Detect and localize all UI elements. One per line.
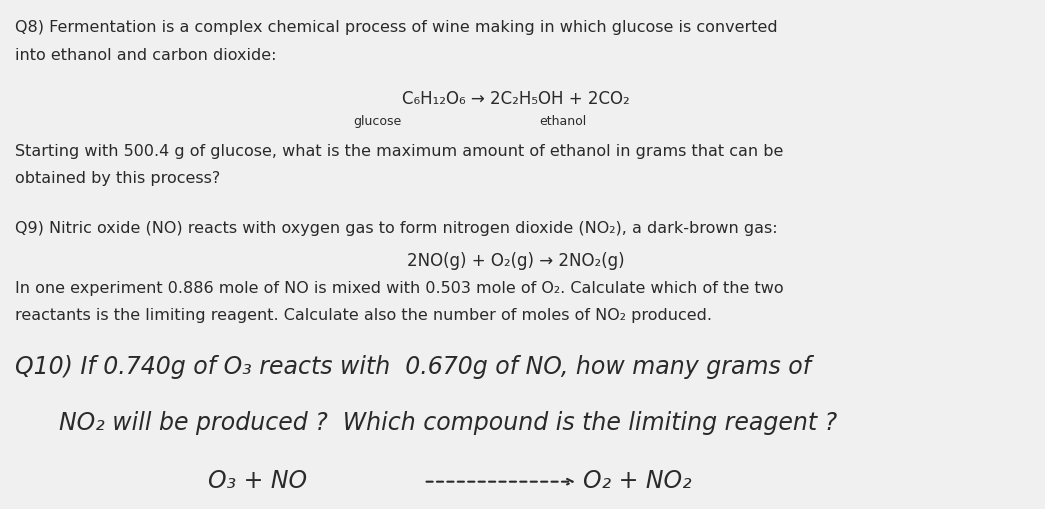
Text: NO₂ will be produced ?  Which compound is the limiting reagent ?: NO₂ will be produced ? Which compound is… <box>60 411 837 435</box>
Text: into ethanol and carbon dioxide:: into ethanol and carbon dioxide: <box>15 48 277 63</box>
Text: Q8) Fermentation is a complex chemical process of wine making in which glucose i: Q8) Fermentation is a complex chemical p… <box>15 20 777 36</box>
Text: obtained by this process?: obtained by this process? <box>15 172 220 186</box>
Text: 2NO(g) + O₂(g) → 2NO₂(g): 2NO(g) + O₂(g) → 2NO₂(g) <box>408 251 625 270</box>
Text: ethanol: ethanol <box>539 115 587 128</box>
Text: O₃ + NO: O₃ + NO <box>208 469 307 493</box>
Text: glucose: glucose <box>353 115 401 128</box>
Text: C₆H₁₂O₆ → 2C₂H₅OH + 2CO₂: C₆H₁₂O₆ → 2C₂H₅OH + 2CO₂ <box>402 90 630 107</box>
Text: In one experiment 0.886 mole of NO is mixed with 0.503 mole of O₂. Calculate whi: In one experiment 0.886 mole of NO is mi… <box>15 280 784 296</box>
Text: Q9) Nitric oxide (NO) reacts with oxygen gas to form nitrogen dioxide (NO₂), a d: Q9) Nitric oxide (NO) reacts with oxygen… <box>15 221 777 236</box>
Text: Q10) If 0.740g of O₃ reacts with  0.670g of NO, how many grams of: Q10) If 0.740g of O₃ reacts with 0.670g … <box>15 355 811 379</box>
Text: O₂ + NO₂: O₂ + NO₂ <box>583 469 692 493</box>
Text: reactants is the limiting reagent. Calculate also the number of moles of NO₂ pro: reactants is the limiting reagent. Calcu… <box>15 308 712 323</box>
Text: Starting with 500.4 g of glucose, what is the maximum amount of ethanol in grams: Starting with 500.4 g of glucose, what i… <box>15 144 784 159</box>
